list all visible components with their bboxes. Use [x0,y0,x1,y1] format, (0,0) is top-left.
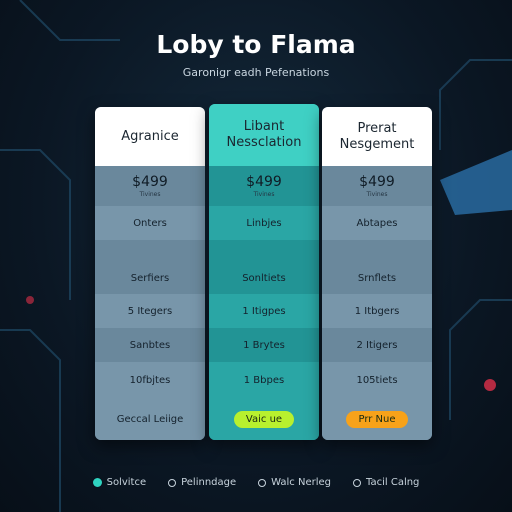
plan-card: Agranice $499 Tivines Onters Serfiers 5 Itege… [95,107,205,440]
price-row: $499 Tivines [95,166,205,206]
feature-row: 1 Brytes [209,328,319,362]
price-note: Tivines [366,191,388,198]
legend-item: Solvitce [92,477,147,488]
legend-label: Solvitce [106,477,147,488]
price-note: Tivines [253,191,275,198]
feature-row: 1 Bbpes [209,362,319,398]
legend-label: Tacil Calng [366,477,420,488]
feature: Abtapes [356,217,398,229]
feature: 105tiets [356,374,398,386]
feature-row: Linbjes [209,206,319,240]
feature: 1 Brytes [243,339,285,351]
feature-row: Abtapes [322,206,432,240]
feature-row: 1 Itbgers [322,294,432,328]
feature: 2 Itigers [356,339,398,351]
feature: Sonltiets [242,272,286,284]
feature-row: 1 Itigpes [209,294,319,328]
feature: Serfiers [130,272,170,284]
feature-row: 10fbjtes [95,362,205,398]
plan-header: Libant Nessclation [209,104,319,166]
cta-text: Geccal Leiige [116,413,184,425]
feature-row: Serfiers [95,262,205,294]
feature-row: 5 Itegers [95,294,205,328]
plan-name: Nesgement [339,136,415,152]
price: $499 [359,174,395,190]
plan-name: Nessclation [226,135,302,150]
legend-icon [92,478,102,487]
footer-row: Vaic ue [209,398,319,440]
plan-name: Prerat [357,120,397,136]
price-row: $499 Tivines [209,166,319,206]
feature: Sanbtes [129,339,171,351]
legend-label: Pelinndage [181,477,237,488]
subtitle: Garonigr eadh Pefenations [182,66,330,79]
feature: 1 Itbgers [354,305,400,317]
feature: 5 Itegers [127,305,173,317]
feature-row: 2 Itigers [322,328,432,362]
plan-card: Libant Nessclation $499 Tivines Linbjes Sonlt… [209,104,319,440]
legend-icon [353,478,362,487]
feature-row: 105tiets [322,362,432,398]
spacer-row [209,240,319,262]
legend-icon [258,478,267,487]
feature-row: Sanbtes [95,328,205,362]
cta-button[interactable]: Prr Nue [346,410,408,428]
footer-row: Geccal Leiige [95,398,205,440]
feature: Linbjes [246,217,282,229]
plan-header: Agranice [95,107,205,166]
plan-header: Prerat Nesgement [322,107,432,166]
spacer-row [95,240,205,262]
footer-row: Prr Nue [322,398,432,440]
price-note: Tivines [139,191,161,198]
feature-row: Srnflets [322,262,432,294]
legend-icon [168,478,177,487]
legend-item: Walc Nerleg [258,477,331,488]
feature-row: Onters [95,206,205,240]
spacer-row [322,240,432,262]
plan-card: Prerat Nesgement $499 Tivines Abtapes Srnflet… [322,107,432,440]
legend: Solvitce Pelinndage Walc Nerleg Tacil Calng [0,477,512,488]
plan-name: Libant [243,119,285,134]
feature-row: Sonltiets [209,262,319,294]
legend-label: Walc Nerleg [271,477,332,488]
price-row: $499 Tivines [322,166,432,206]
plan-name: Agranice [121,128,179,144]
feature: Onters [133,217,167,229]
price: $499 [132,174,168,190]
feature: 10fbjtes [129,374,171,386]
feature: Srnflets [357,272,397,284]
legend-item: Tacil Calng [353,477,419,488]
price: $499 [246,174,282,190]
title: Loby to Flama [156,30,356,59]
cta-button[interactable]: Vaic ue [233,410,295,428]
legend-item: Pelinndage [168,477,236,488]
feature: 1 Itigpes [242,305,286,317]
feature: 1 Bbpes [243,374,285,386]
